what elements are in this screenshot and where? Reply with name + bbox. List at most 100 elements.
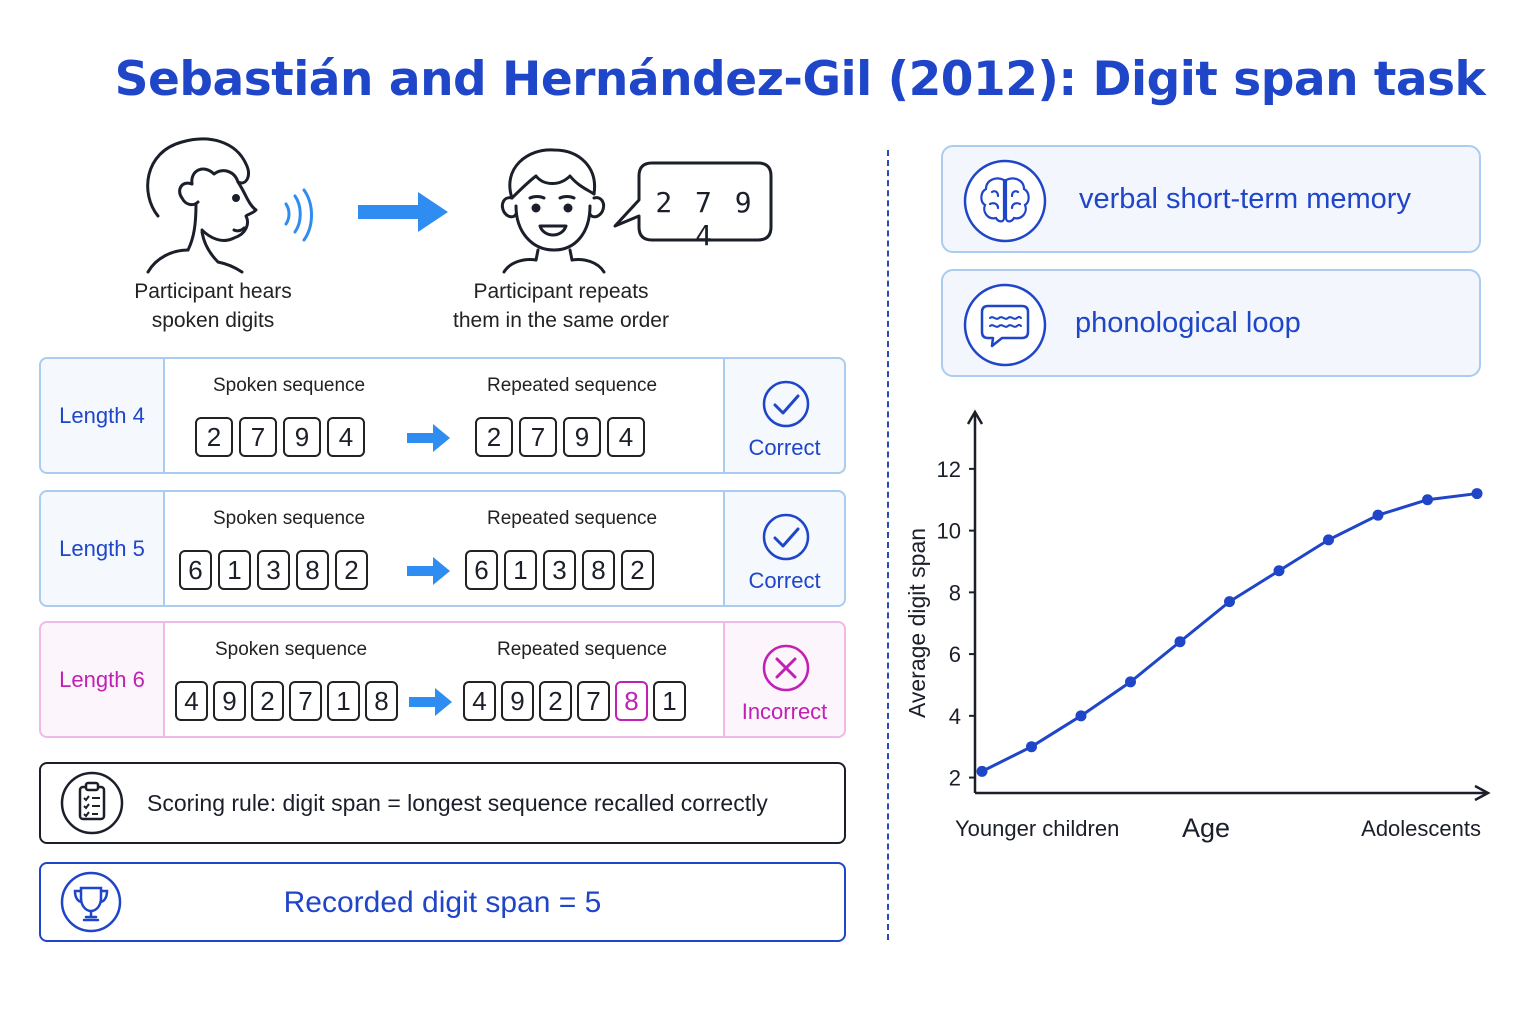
section-divider (887, 150, 889, 940)
digit-box: 8 (365, 681, 398, 721)
digit-box: 6 (179, 550, 212, 590)
trial-row-length-4: Length 4 Spoken sequence Repeated sequen… (39, 357, 846, 474)
digit-box: 7 (519, 417, 557, 457)
data-point (1422, 494, 1433, 506)
series-line (981, 492, 1478, 773)
digit-box: 4 (327, 417, 365, 457)
repeated-sequence-label: Repeated sequence (487, 375, 658, 396)
digit-box: 9 (213, 681, 246, 721)
speech-bubble-icon (963, 283, 1047, 367)
digit-span-line-chart: 2 4 6 8 10 12 Average digit span Younger childr… (904, 409, 1491, 843)
bubble-digits: 2 7 9 4 (655, 186, 755, 252)
scoring-rule-text: Scoring rule: digit span = longest seque… (147, 790, 768, 816)
brain-icon (963, 159, 1047, 243)
trial-row-length-5: Length 5 Spoken sequence Repeated sequen… (39, 490, 846, 607)
hear-caption-line1: Participant hears (134, 280, 292, 303)
spoken-digits: 2 7 9 4 (195, 417, 365, 457)
digit-box: 2 (195, 417, 233, 457)
arrow-right-icon (407, 557, 450, 585)
digit-box: 3 (257, 550, 290, 590)
speaking-boy-icon (500, 148, 606, 274)
digit-box: 1 (504, 550, 537, 590)
check-circle-icon (762, 513, 810, 561)
data-point (1323, 534, 1334, 546)
result-panel: Correct (723, 359, 844, 472)
x-tick-label: Adolescents (1361, 816, 1481, 841)
digit-box: 2 (475, 417, 513, 457)
data-point (1273, 565, 1285, 577)
listening-boy-icon (146, 137, 313, 274)
repeated-sequence-label: Repeated sequence (487, 508, 658, 529)
arrow-right-icon (407, 424, 450, 452)
repeated-sequence-label: Repeated sequence (497, 639, 668, 660)
data-point (1224, 596, 1235, 608)
data-point (1026, 741, 1037, 753)
y-tick-label: 4 (949, 704, 961, 729)
result-panel: Correct (723, 492, 844, 605)
data-point (1174, 636, 1186, 648)
trophy-icon (60, 871, 122, 933)
concept-card-memory: verbal short-term memory (941, 145, 1481, 253)
sequence-panel: Spoken sequence Repeated sequence 6 1 3 … (165, 492, 723, 605)
spoken-sequence-label: Spoken sequence (213, 375, 366, 396)
digit-box: 4 (175, 681, 208, 721)
digit-box: 2 (539, 681, 572, 721)
spoken-sequence-label: Spoken sequence (213, 508, 366, 529)
result-label: Incorrect (741, 699, 828, 724)
error-digit-box: 8 (615, 681, 648, 721)
result-label: Correct (748, 435, 821, 460)
concept-card-loop: phonological loop (941, 269, 1481, 377)
y-axis-arrowhead (966, 409, 984, 425)
hear-caption-line2: spoken digits (151, 309, 275, 332)
scoring-rule-box: Scoring rule: digit span = longest seque… (39, 762, 846, 844)
repeat-caption: Participant repeats them in the same ord… (430, 277, 692, 335)
repeated-digits: 4 9 2 7 8 1 (463, 681, 686, 721)
data-point (976, 765, 988, 777)
repeated-digits: 2 7 9 4 (475, 417, 645, 457)
flow-arrow-icon (358, 192, 448, 232)
digit-box: 4 (607, 417, 645, 457)
data-point (1125, 676, 1136, 688)
length-label: Length 4 (41, 359, 165, 472)
sequence-panel: Spoken sequence Repeated sequence 4 9 2 … (165, 623, 723, 736)
x-circle-icon (762, 644, 810, 692)
digit-box: 1 (218, 550, 251, 590)
digit-box: 3 (543, 550, 576, 590)
hear-caption: Participant hears spoken digits (98, 277, 328, 335)
result-label: Correct (748, 568, 821, 593)
digit-box: 8 (296, 550, 329, 590)
y-tick-label: 2 (949, 766, 961, 791)
digit-box: 9 (563, 417, 601, 457)
x-axis-arrowhead (1474, 784, 1491, 802)
sequence-panel: Spoken sequence Repeated sequence 2 7 9 … (165, 359, 723, 472)
digit-box: 6 (465, 550, 498, 590)
y-tick-label: 12 (937, 457, 961, 482)
digit-box: 7 (577, 681, 610, 721)
spoken-digits: 4 9 2 7 1 8 (175, 681, 398, 721)
y-axis-label: Average digit span (904, 528, 930, 718)
repeat-caption-line1: Participant repeats (473, 280, 649, 303)
y-tick-label: 6 (949, 642, 961, 667)
digit-box: 7 (239, 417, 277, 457)
concept-memory-label: verbal short-term memory (1079, 183, 1411, 215)
repeat-caption-line2: them in the same order (453, 309, 669, 332)
digit-box: 7 (289, 681, 322, 721)
digit-box: 2 (251, 681, 284, 721)
clipboard-icon (60, 771, 124, 835)
trial-row-length-6: Length 6 Spoken sequence Repeated sequen… (39, 621, 846, 738)
digit-box: 2 (335, 550, 368, 590)
page-title: Sebastián and Hernández-Gil (2012): Digi… (114, 52, 1486, 107)
spoken-sequence-label: Spoken sequence (215, 639, 368, 660)
data-point (1075, 710, 1087, 722)
digit-box: 9 (501, 681, 534, 721)
concept-loop-label: phonological loop (1075, 307, 1301, 339)
y-tick-label: 10 (937, 519, 961, 544)
repeated-digits: 6 1 3 8 2 (465, 550, 654, 590)
y-tick-label: 8 (949, 580, 961, 605)
speech-bubble-shape (613, 161, 773, 242)
recorded-span-box: Recorded digit span = 5 (39, 862, 846, 942)
digit-box: 1 (653, 681, 686, 721)
digit-box: 1 (327, 681, 360, 721)
length-label: Length 5 (41, 492, 165, 605)
digit-box: 4 (463, 681, 496, 721)
